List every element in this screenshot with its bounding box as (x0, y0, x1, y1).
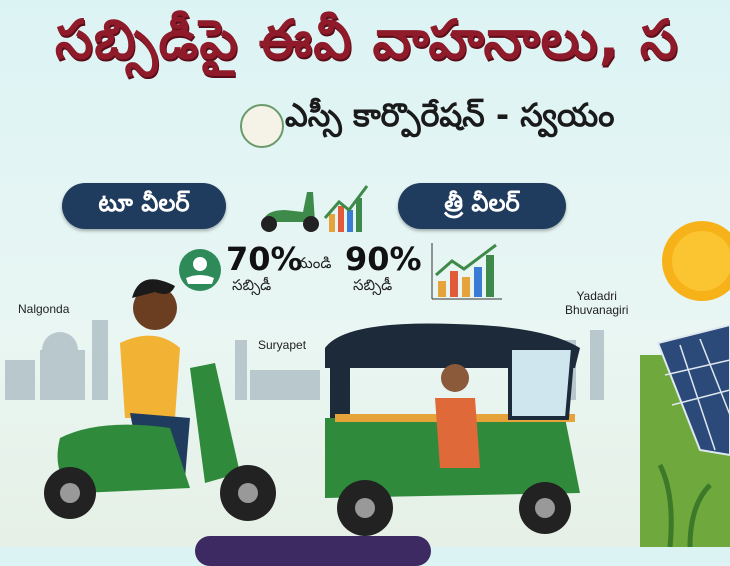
place-yadadri-line1: Yadadri (576, 289, 617, 303)
subsidy-to-value: 90% (345, 240, 422, 278)
place-suryapet: Suryapet (258, 338, 307, 352)
subsidy-from-value: 70% (226, 240, 303, 278)
scooter-rider-illustration (44, 279, 276, 521)
sun-icon (662, 221, 730, 301)
auto-rickshaw-illustration (325, 323, 580, 536)
growth-chart-icon (323, 185, 369, 232)
page-title: సబ్సిడీపై ఈవీ వాహనాలు, స (55, 8, 679, 71)
growth-chart-icon (431, 243, 502, 300)
money-hand-icon (179, 249, 221, 291)
scooter-icon (261, 185, 369, 232)
subsidy-from-label: సబ్సిడీ (232, 276, 272, 294)
place-yadadri: Yadadri Bhuvanagiri (565, 289, 628, 317)
two-wheeler-label: టూ వీలర్ (62, 183, 226, 229)
subtitle: ఎస్సీ కార్పొరేషన్ - స్వయం (285, 96, 615, 134)
subsidy-to-label: సబ్సిడీ (353, 276, 393, 294)
subsidy-connector: నుండి (297, 254, 332, 272)
solar-panel-icon (656, 323, 730, 457)
bottom-banner (195, 536, 431, 566)
city-skyline (5, 320, 604, 400)
three-wheeler-label: త్రీ వీలర్ (398, 183, 566, 229)
place-nalgonda: Nalgonda (18, 302, 70, 316)
solar-scene (640, 221, 730, 547)
place-yadadri-line2: Bhuvanagiri (565, 303, 629, 317)
telangana-seal-icon (240, 104, 284, 148)
